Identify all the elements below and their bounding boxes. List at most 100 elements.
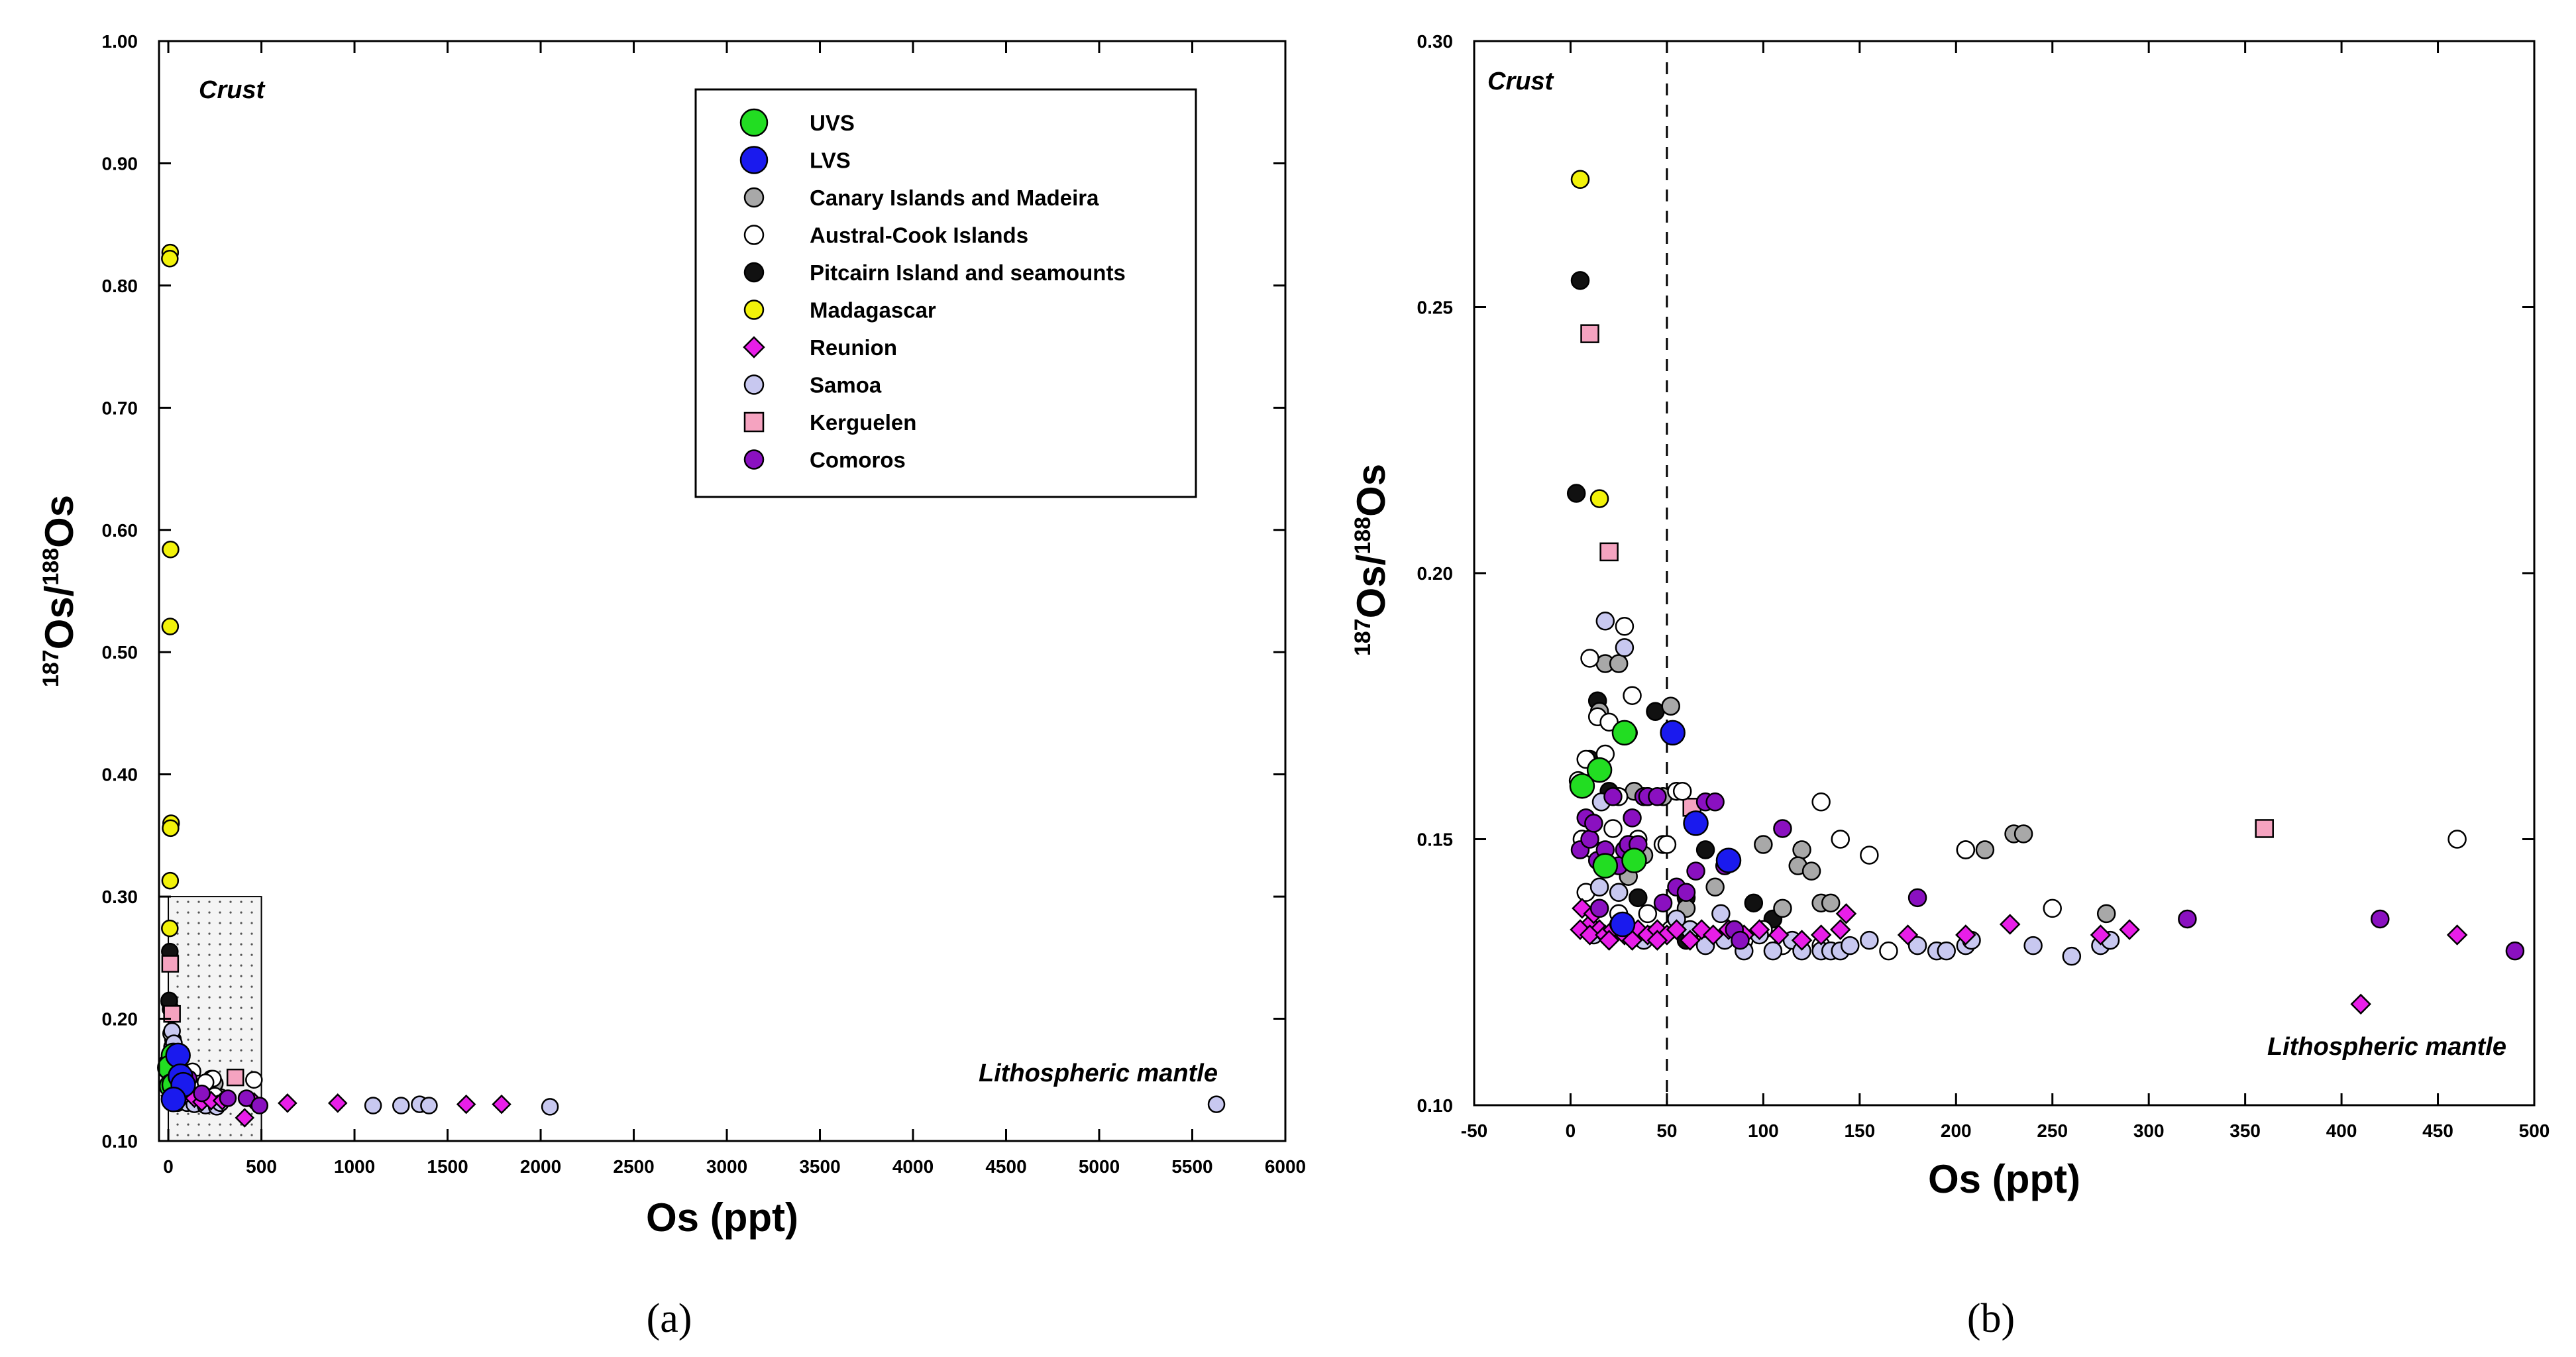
point-austral-cook-islands <box>1860 845 1879 865</box>
shade-dot <box>208 932 211 935</box>
y-title-os: Os <box>37 495 81 548</box>
shade-dot <box>250 922 253 924</box>
point-uvs <box>1569 773 1595 799</box>
x-tick-label: 3500 <box>799 1156 840 1177</box>
point-reunion <box>2119 919 2140 940</box>
point-comoros <box>193 1084 211 1103</box>
shade-dot <box>229 975 232 977</box>
shade-dot <box>219 996 221 999</box>
shade-dot <box>250 964 253 967</box>
shade-dot <box>219 922 221 924</box>
legend-label-austral-cook-islands: Austral-Cook Islands <box>810 223 1028 248</box>
legend-marker-madagascar <box>743 299 765 320</box>
shade-dot <box>219 1028 221 1030</box>
shade-dot <box>208 964 211 967</box>
shade-dot <box>187 1113 189 1115</box>
point-reunion <box>235 1108 255 1128</box>
shade-dot <box>250 975 253 977</box>
shade-dot <box>187 1017 189 1020</box>
point-samoa <box>1595 612 1615 631</box>
point-samoa <box>2062 946 2082 966</box>
point-canary-islands-and-madeira <box>1705 877 1725 897</box>
point-uvs <box>1586 757 1613 783</box>
shade-dot <box>197 1059 200 1062</box>
point-reunion <box>1598 930 1620 951</box>
shade-dot <box>208 911 211 914</box>
shade-dot <box>229 996 232 999</box>
point-austral-cook-islands <box>1672 781 1692 801</box>
legend-marker-uvs <box>739 108 769 137</box>
point-uvs <box>1611 720 1638 746</box>
legend-box <box>694 88 1197 498</box>
point-samoa <box>1763 941 1783 961</box>
point-madagascar <box>161 871 180 890</box>
legend-marker-reunion <box>743 336 765 358</box>
caption-b: (b) <box>1967 1296 2015 1341</box>
shade-dot <box>219 1070 221 1073</box>
point-reunion <box>2350 993 2371 1015</box>
shade-dot <box>250 911 253 914</box>
shade-dot <box>219 1123 221 1126</box>
shade-dot <box>229 1028 232 1030</box>
shade-dot <box>240 985 242 988</box>
shade-dot <box>250 1028 253 1030</box>
shade-dot <box>197 1123 200 1126</box>
series-uvs <box>1569 720 1647 879</box>
x-tick-label: 300 <box>2133 1120 2165 1141</box>
x-tick-label: 500 <box>246 1156 277 1177</box>
point-comoros <box>1584 814 1603 833</box>
point-austral-cook-islands <box>245 1071 263 1089</box>
shade-dot <box>208 1059 211 1062</box>
shade-dot <box>176 975 179 977</box>
shade-dot <box>219 975 221 977</box>
point-comoros <box>219 1089 237 1107</box>
x-tick-label: 6000 <box>1265 1156 1306 1177</box>
shade-dot <box>250 1059 253 1062</box>
shade-dot <box>176 985 179 988</box>
point-reunion <box>327 1093 348 1113</box>
point-comoros <box>1653 893 1673 913</box>
shade-dot <box>240 922 242 924</box>
x-tick-label: 250 <box>2037 1120 2068 1141</box>
shade-dot <box>250 1113 253 1115</box>
point-pitcairn-island-and-seamounts <box>1570 271 1590 290</box>
shade-dot <box>208 1123 211 1126</box>
shade-dot <box>219 943 221 946</box>
point-madagascar <box>1589 489 1609 508</box>
shade-dot <box>176 1123 179 1126</box>
shade-dot <box>208 900 211 903</box>
legend-label-kerguelen: Kerguelen <box>810 410 916 435</box>
legend-label-comoros: Comoros <box>810 448 906 472</box>
panel-a-x-axis-title: Os (ppt) <box>646 1195 798 1240</box>
shade-dot <box>250 953 253 956</box>
shade-dot <box>229 1113 232 1115</box>
point-reunion <box>1768 924 1790 946</box>
x-tick-label: 1000 <box>334 1156 375 1177</box>
panel-a: 0 500 1000 1500 2000 2500 3000 3500 4000 4500 5000… <box>37 31 1306 1240</box>
y-tick-label: 0.20 <box>102 1009 138 1030</box>
y-tick-label: 0.10 <box>102 1131 138 1152</box>
shade-dot <box>250 1134 253 1136</box>
point-comoros <box>1705 792 1725 812</box>
point-comoros <box>1907 888 1927 908</box>
shade-dot <box>240 1134 242 1136</box>
shade-dot <box>208 975 211 977</box>
shade-dot <box>229 1038 232 1041</box>
shade-dot <box>250 1123 253 1126</box>
point-comoros <box>1648 787 1667 806</box>
point-pitcairn-island-and-seamounts <box>1629 888 1648 908</box>
shade-dot <box>250 1017 253 1020</box>
point-reunion <box>1829 919 1851 940</box>
point-comoros <box>2178 909 2197 929</box>
point-reunion <box>1680 930 1701 951</box>
y-tick-label: 0.30 <box>102 887 138 907</box>
shade-dot <box>250 1006 253 1009</box>
y-title-sup-188: 188 <box>38 548 64 586</box>
shade-dot <box>176 900 179 903</box>
point-samoa <box>420 1097 438 1114</box>
point-austral-cook-islands <box>1879 941 1898 961</box>
shade-dot <box>229 1059 232 1062</box>
shade-dot <box>219 911 221 914</box>
point-canary-islands-and-madeira <box>1821 893 1841 913</box>
